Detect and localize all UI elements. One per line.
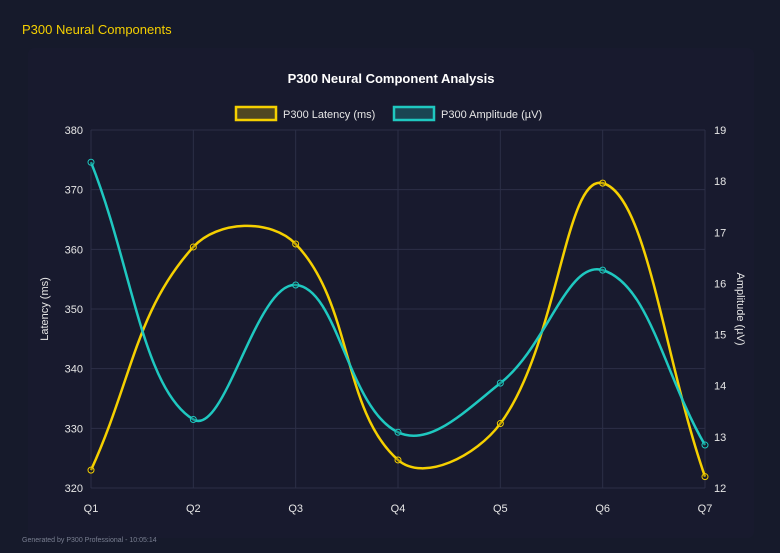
- y-left-tick-label: 350: [65, 304, 83, 316]
- y-right-axis-label: Amplitude (µV): [734, 273, 746, 346]
- data-point-amplitude: [496, 379, 504, 387]
- data-point-amplitude: [599, 266, 607, 274]
- y-left-tick-label: 320: [65, 483, 83, 495]
- x-tick-label: Q6: [595, 503, 610, 515]
- y-right-tick-label: 12: [714, 483, 726, 495]
- series-line-amplitude: [89, 161, 707, 446]
- data-point-latency: [292, 240, 300, 248]
- x-tick-label: Q7: [698, 503, 713, 515]
- data-point-latency: [189, 243, 197, 251]
- legend-label-amplitude[interactable]: P300 Amplitude (µV): [441, 109, 542, 121]
- y-right-tick-label: 17: [714, 227, 726, 239]
- x-tick-label: Q5: [493, 503, 508, 515]
- footer-text: Generated by P300 Professional - 10:05:1…: [22, 537, 157, 544]
- data-point-amplitude: [292, 281, 300, 289]
- data-point-latency: [87, 466, 95, 474]
- y-right-tick-label: 15: [714, 330, 726, 342]
- data-point-amplitude: [701, 441, 709, 449]
- y-left-tick-label: 340: [65, 364, 83, 376]
- x-tick-label: Q3: [288, 503, 303, 515]
- legend-swatch-amplitude[interactable]: [392, 105, 436, 122]
- y-left-tick-label: 370: [65, 185, 83, 197]
- data-point-latency: [599, 179, 607, 187]
- legend: P300 Latency (ms) P300 Amplitude (µV): [234, 105, 542, 122]
- y-left-tick-label: 360: [65, 244, 83, 256]
- data-point-latency: [701, 473, 709, 481]
- page-header-title: P300 Neural Components: [22, 22, 172, 37]
- y-left-tick-label: 380: [65, 125, 83, 137]
- data-point-amplitude: [394, 428, 402, 436]
- y-right-tick-label: 14: [714, 381, 726, 393]
- data-point-amplitude: [189, 415, 197, 423]
- data-point-amplitude: [87, 158, 95, 166]
- y-left-tick-label: 330: [65, 423, 83, 435]
- y-right-tick-label: 16: [714, 278, 726, 290]
- x-tick-label: Q4: [391, 503, 406, 515]
- x-tick-label: Q1: [84, 503, 99, 515]
- data-point-latency: [496, 420, 504, 428]
- legend-swatch-latency[interactable]: [234, 105, 278, 122]
- y-right-tick-label: 19: [714, 125, 726, 137]
- chart-title: P300 Neural Component Analysis: [288, 71, 495, 86]
- y-right-tick-label: 18: [714, 176, 726, 188]
- y-left-axis-label: Latency (ms): [39, 277, 51, 341]
- series-line-latency: [89, 181, 707, 478]
- legend-label-latency[interactable]: P300 Latency (ms): [283, 109, 375, 121]
- y-right-tick-label: 13: [714, 432, 726, 444]
- data-point-latency: [394, 456, 402, 464]
- x-tick-label: Q2: [186, 503, 201, 515]
